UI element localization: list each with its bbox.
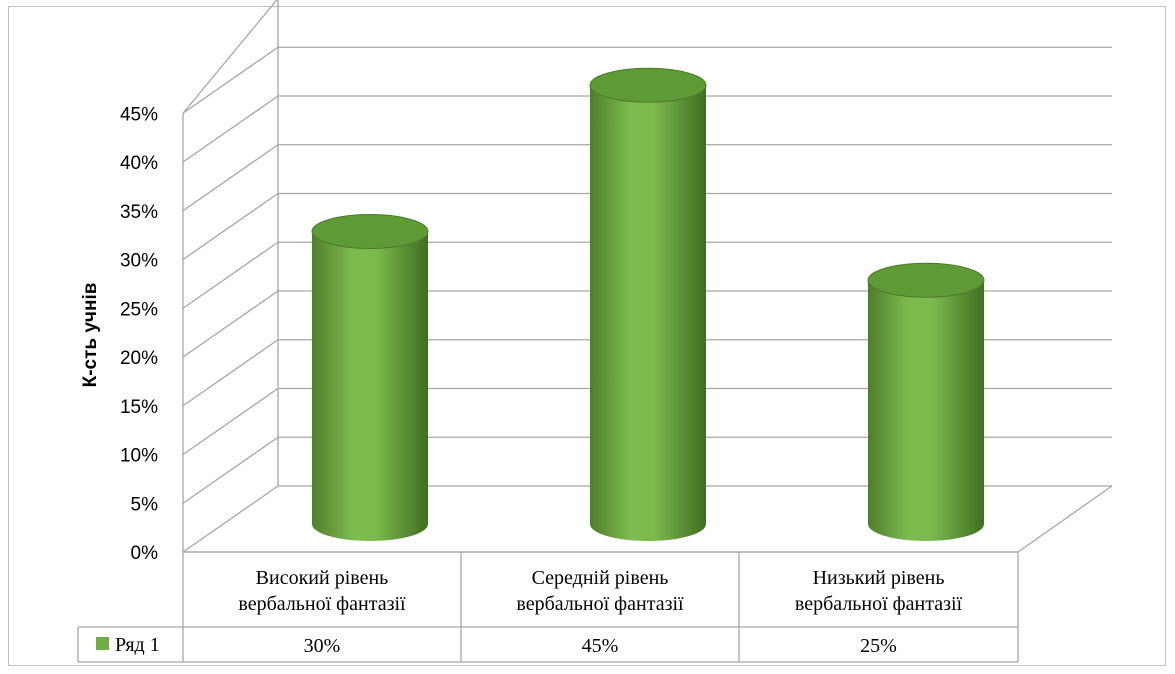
gridline — [182, 46, 1112, 114]
x-category-label: Високий рівень вербальної фантазії — [238, 567, 406, 615]
y-tick-label: 20% — [120, 348, 158, 369]
x-category-label: Низький рівень вербальної фантазії — [795, 567, 963, 615]
legend-entry: Ряд 1 — [96, 634, 160, 656]
y-tick-label: 10% — [120, 446, 158, 467]
bars — [311, 67, 985, 541]
x-category-label: Середній рівень вербальної фантазії — [516, 567, 684, 615]
bar — [589, 67, 707, 541]
y-tick-label: 30% — [120, 251, 158, 272]
bar-top — [589, 67, 707, 103]
bar — [867, 262, 985, 541]
y-tick-label: 25% — [120, 299, 158, 320]
y-tick-label: 40% — [120, 153, 158, 174]
y-tick-label: 45% — [120, 104, 158, 125]
data-table-value: 30% — [304, 635, 341, 657]
y-tick-label: 35% — [120, 202, 158, 223]
y-tick-label: 0% — [131, 543, 159, 564]
gridline — [182, 485, 279, 553]
bar-top — [311, 214, 429, 249]
y-tick-label: 15% — [120, 397, 158, 418]
bar-top — [867, 262, 985, 298]
y-axis-line — [182, 0, 279, 552]
y-axis-ticks: 0% 5% 10% 15% 20% 25% 30% 35% 40% 45% — [120, 104, 158, 564]
data-table-value: 25% — [860, 635, 897, 657]
y-axis-label: К-сть учнів — [80, 283, 101, 388]
bar — [311, 214, 429, 541]
y-tick-label: 5% — [131, 494, 159, 515]
legend-label: Ряд 1 — [115, 634, 160, 656]
legend-swatch — [96, 637, 109, 650]
data-table-value: 45% — [582, 635, 619, 657]
data-table: Високий рівень вербальної фантазії Середні… — [77, 551, 1019, 663]
